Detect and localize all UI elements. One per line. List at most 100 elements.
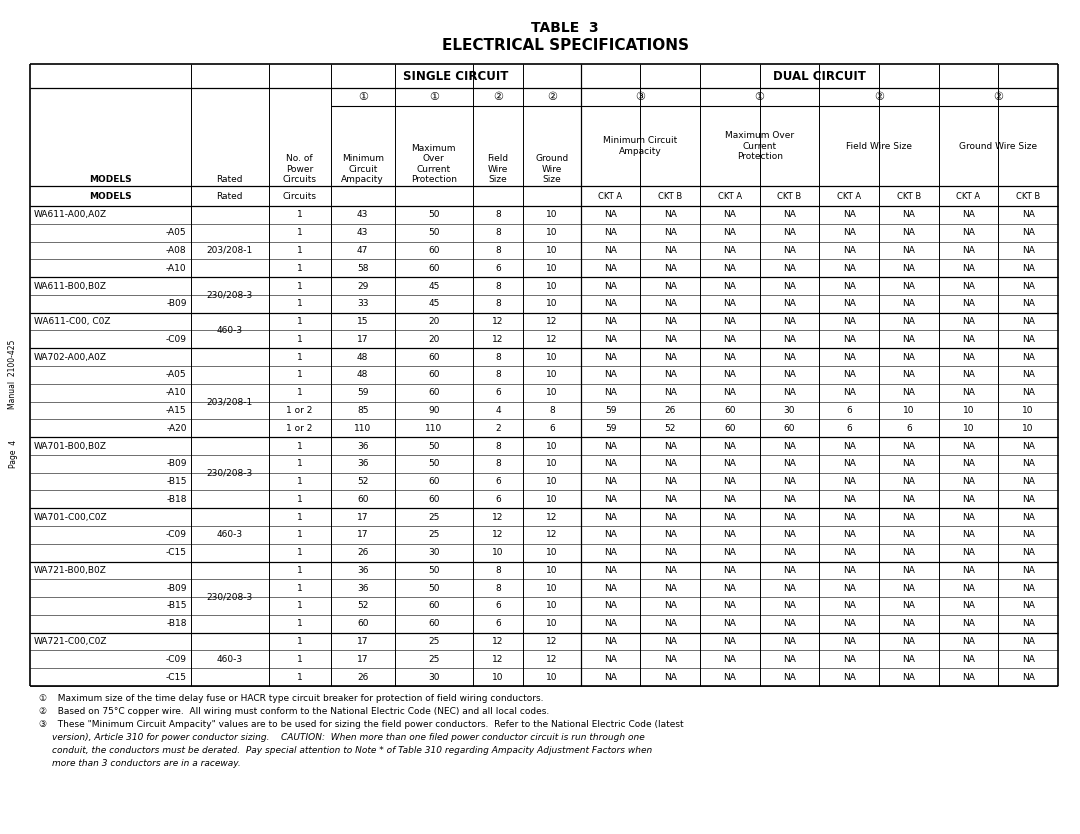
Text: 17: 17 xyxy=(357,655,368,664)
Text: -B09: -B09 xyxy=(166,299,187,309)
Text: -C09: -C09 xyxy=(165,334,187,344)
Text: 48: 48 xyxy=(357,370,368,379)
Text: Maximum size of the time delay fuse or HACR type circuit breaker for protection : Maximum size of the time delay fuse or H… xyxy=(52,694,543,703)
Text: NA: NA xyxy=(724,601,737,610)
Text: 1: 1 xyxy=(297,229,302,237)
Text: NA: NA xyxy=(604,210,617,219)
Text: NA: NA xyxy=(724,229,737,237)
Text: NA: NA xyxy=(962,317,975,326)
Text: 85: 85 xyxy=(357,406,368,415)
Text: WA702-A00,A0Z: WA702-A00,A0Z xyxy=(33,353,107,362)
Text: NA: NA xyxy=(783,601,796,610)
Text: 460-3: 460-3 xyxy=(217,326,243,335)
Text: 10: 10 xyxy=(492,548,504,557)
Text: NA: NA xyxy=(604,388,617,397)
Text: 203/208-1: 203/208-1 xyxy=(206,397,253,406)
Text: 10: 10 xyxy=(546,620,557,628)
Text: DUAL CIRCUIT: DUAL CIRCUIT xyxy=(773,69,866,83)
Text: 10: 10 xyxy=(546,460,557,468)
Text: 6: 6 xyxy=(847,424,852,433)
Text: NA: NA xyxy=(842,530,855,540)
Text: NA: NA xyxy=(903,441,915,450)
Text: 45: 45 xyxy=(428,299,440,309)
Text: NA: NA xyxy=(724,655,737,664)
Text: NA: NA xyxy=(724,264,737,273)
Text: 6: 6 xyxy=(496,264,501,273)
Text: NA: NA xyxy=(1022,317,1035,326)
Text: 25: 25 xyxy=(428,530,440,540)
Text: Rated: Rated xyxy=(216,192,243,200)
Text: ②: ② xyxy=(874,92,885,102)
Text: NA: NA xyxy=(842,477,855,486)
Text: -B18: -B18 xyxy=(166,620,187,628)
Text: NA: NA xyxy=(1022,353,1035,362)
Text: 12: 12 xyxy=(492,317,503,326)
Text: 36: 36 xyxy=(357,584,368,593)
Text: -A05: -A05 xyxy=(166,370,187,379)
Text: NA: NA xyxy=(842,246,855,255)
Text: 6: 6 xyxy=(847,406,852,415)
Text: Minimum
Circuit
Ampacity: Minimum Circuit Ampacity xyxy=(341,154,384,184)
Text: NA: NA xyxy=(664,548,677,557)
Text: NA: NA xyxy=(842,370,855,379)
Text: MODELS: MODELS xyxy=(89,175,132,184)
Text: 10: 10 xyxy=(492,672,504,681)
Text: These "Minimum Circuit Ampacity" values are to be used for sizing the field powe: These "Minimum Circuit Ampacity" values … xyxy=(52,720,684,729)
Text: conduit, the conductors must be derated.  Pay special attention to Note * of Tab: conduit, the conductors must be derated.… xyxy=(52,746,652,755)
Text: 60: 60 xyxy=(357,495,368,504)
Text: 17: 17 xyxy=(357,513,368,521)
Text: NA: NA xyxy=(903,246,915,255)
Text: 10: 10 xyxy=(546,477,557,486)
Text: NA: NA xyxy=(962,210,975,219)
Text: 52: 52 xyxy=(357,601,368,610)
Text: 20: 20 xyxy=(428,334,440,344)
Text: NA: NA xyxy=(664,388,677,397)
Text: NA: NA xyxy=(842,495,855,504)
Text: NA: NA xyxy=(724,210,737,219)
Text: NA: NA xyxy=(842,655,855,664)
Text: 1: 1 xyxy=(297,584,302,593)
Text: 50: 50 xyxy=(428,210,440,219)
Text: NA: NA xyxy=(1022,530,1035,540)
Text: 60: 60 xyxy=(428,388,440,397)
Text: -A20: -A20 xyxy=(166,424,187,433)
Text: NA: NA xyxy=(664,210,677,219)
Text: NA: NA xyxy=(903,530,915,540)
Text: 48: 48 xyxy=(357,353,368,362)
Text: 4: 4 xyxy=(496,406,501,415)
Text: 8: 8 xyxy=(496,353,501,362)
Text: NA: NA xyxy=(724,299,737,309)
Text: 1: 1 xyxy=(297,495,302,504)
Text: NA: NA xyxy=(783,548,796,557)
Text: -A08: -A08 xyxy=(166,246,187,255)
Text: NA: NA xyxy=(842,210,855,219)
Text: 1: 1 xyxy=(297,655,302,664)
Text: -B09: -B09 xyxy=(166,584,187,593)
Text: 90: 90 xyxy=(428,406,440,415)
Text: 460-3: 460-3 xyxy=(217,530,243,540)
Text: 12: 12 xyxy=(546,655,557,664)
Text: NA: NA xyxy=(842,548,855,557)
Text: 1: 1 xyxy=(297,566,302,575)
Text: NA: NA xyxy=(783,353,796,362)
Text: NA: NA xyxy=(842,566,855,575)
Text: NA: NA xyxy=(1022,620,1035,628)
Text: NA: NA xyxy=(724,637,737,646)
Text: NA: NA xyxy=(903,672,915,681)
Text: 10: 10 xyxy=(546,388,557,397)
Text: NA: NA xyxy=(664,229,677,237)
Text: NA: NA xyxy=(664,246,677,255)
Text: NA: NA xyxy=(724,530,737,540)
Text: NA: NA xyxy=(903,584,915,593)
Text: NA: NA xyxy=(664,370,677,379)
Text: NA: NA xyxy=(842,229,855,237)
Text: NA: NA xyxy=(842,584,855,593)
Text: 10: 10 xyxy=(1023,424,1034,433)
Text: NA: NA xyxy=(1022,370,1035,379)
Text: NA: NA xyxy=(604,566,617,575)
Text: 50: 50 xyxy=(428,584,440,593)
Text: NA: NA xyxy=(962,441,975,450)
Text: NA: NA xyxy=(724,370,737,379)
Text: 10: 10 xyxy=(962,424,974,433)
Text: NA: NA xyxy=(962,584,975,593)
